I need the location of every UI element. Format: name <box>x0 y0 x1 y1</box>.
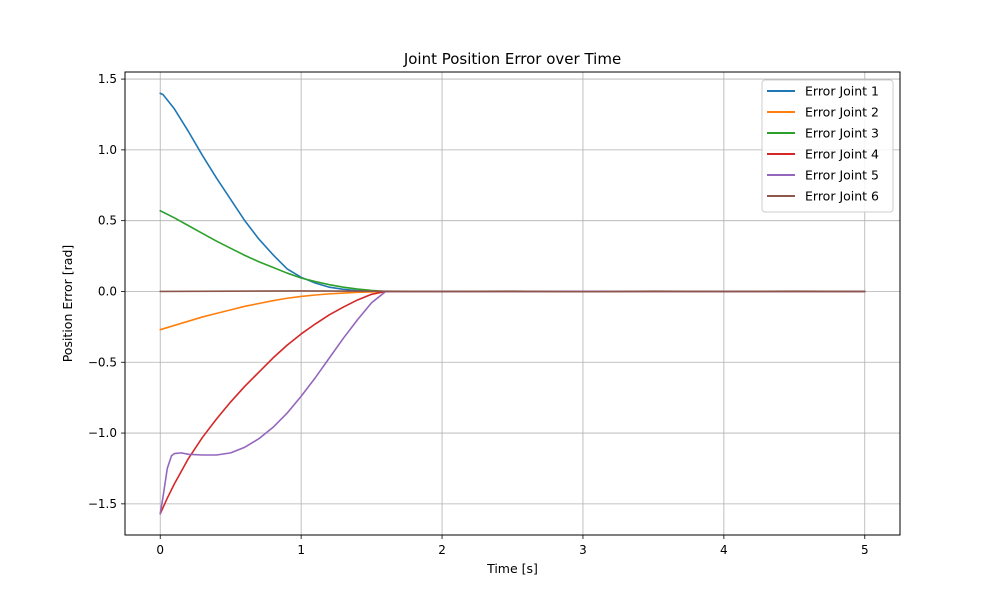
y-tick-label: −1.0 <box>88 426 117 440</box>
y-tick-label: −0.5 <box>88 355 117 369</box>
x-tick-label: 3 <box>579 543 587 557</box>
x-tick-label: 2 <box>438 543 446 557</box>
legend-label: Error Joint 2 <box>805 105 879 120</box>
y-axis-label: Position Error [rad] <box>60 245 75 363</box>
legend-label: Error Joint 3 <box>805 126 879 141</box>
y-tick-label: 0.0 <box>98 284 117 298</box>
legend-label: Error Joint 6 <box>805 189 879 204</box>
legend-label: Error Joint 1 <box>805 84 879 99</box>
y-tick-label: 1.0 <box>98 143 117 157</box>
series-layer <box>159 92 866 515</box>
x-tick-label: 4 <box>720 543 728 557</box>
x-tick-label: 5 <box>861 543 869 557</box>
plot-frame <box>124 71 901 536</box>
ticks: 0 1 2 3 4 5 −1.5 −1.0 −0.5 0.0 0.5 1.0 1.5 <box>88 72 869 557</box>
y-tick-label: −1.5 <box>88 497 117 511</box>
series-line-joint-6 <box>159 290 866 293</box>
legend: Error Joint 1 Error Joint 2 Error Joint 3 E… <box>761 79 894 213</box>
chart-title: Joint Position Error over Time <box>403 50 621 68</box>
legend-label: Error Joint 5 <box>805 168 879 183</box>
x-axis-label: Time [s] <box>486 561 538 576</box>
y-tick-label: 0.5 <box>98 214 117 228</box>
x-tick-label: 1 <box>297 543 305 557</box>
x-tick-label: 0 <box>156 543 164 557</box>
legend-label: Error Joint 4 <box>805 147 879 162</box>
y-tick-label: 1.5 <box>98 72 117 86</box>
